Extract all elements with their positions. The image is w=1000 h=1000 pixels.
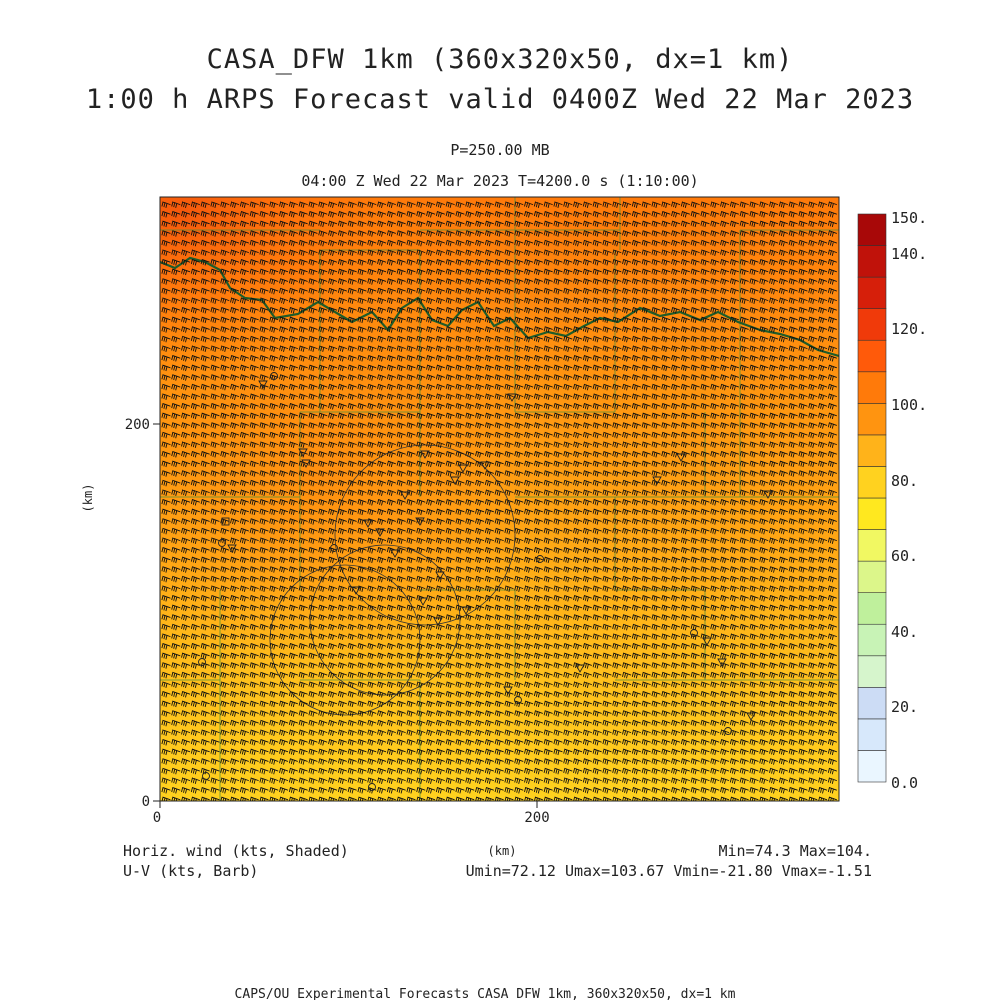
colorbar-labels: 0.0 20. 40. 60. 80. 100. 120. 140. 150. bbox=[891, 209, 927, 792]
x-tick-200: 200 bbox=[524, 810, 549, 826]
colorbar-swatch bbox=[857, 245, 887, 278]
x-tick-0: 0 bbox=[153, 810, 161, 826]
colorbar-swatch bbox=[857, 623, 887, 657]
colorbar-label-120: 120. bbox=[891, 320, 927, 338]
colorbar-swatch bbox=[857, 750, 887, 783]
colorbar-swatch bbox=[857, 718, 887, 751]
plot-title-line1: CASA_DFW 1km (360x320x50, dx=1 km) bbox=[206, 44, 794, 75]
colorbar-label-80: 80. bbox=[891, 472, 918, 490]
colorbar-label-140: 140. bbox=[891, 245, 927, 263]
colorbar-swatch bbox=[857, 497, 887, 530]
y-tick-200: 200 bbox=[125, 417, 150, 433]
map-frame bbox=[159, 196, 840, 802]
valid-time-label: 04:00 Z Wed 22 Mar 2023 T=4200.0 s (1:10… bbox=[301, 172, 699, 190]
colorbar-swatch bbox=[857, 655, 887, 688]
y-axis-unit: (km) bbox=[81, 484, 95, 513]
colorbar-swatch bbox=[857, 434, 887, 467]
uv-statistics: Umin=72.12 Umax=103.67 Vmin=-21.80 Vmax=… bbox=[466, 862, 872, 880]
colorbar-swatch bbox=[857, 213, 887, 246]
vector-description: U-V (kts, Barb) bbox=[123, 862, 258, 880]
colorbar-label-20: 20. bbox=[891, 698, 918, 716]
colorbar bbox=[857, 213, 887, 783]
colorbar-label-40: 40. bbox=[891, 623, 918, 641]
colorbar-swatch bbox=[857, 687, 887, 720]
field-minmax: Min=74.3 Max=104. bbox=[718, 842, 872, 860]
wind-speed-shading bbox=[160, 197, 839, 801]
colorbar-label-100: 100. bbox=[891, 396, 927, 414]
axis-ticks bbox=[153, 423, 538, 808]
colorbar-label-60: 60. bbox=[891, 547, 918, 565]
station-markers bbox=[198, 372, 773, 791]
field-description: Horiz. wind (kts, Shaded) bbox=[123, 842, 349, 860]
credit-line: CAPS/OU Experimental Forecasts CASA DFW … bbox=[235, 987, 736, 1000]
plot-title-line2: 1:00 h ARPS Forecast valid 0400Z Wed 22 … bbox=[85, 84, 915, 115]
colorbar-swatch bbox=[857, 308, 887, 341]
colorbar-swatch bbox=[857, 529, 887, 562]
x-axis-unit: (km) bbox=[488, 844, 517, 858]
wind-barbs bbox=[161, 201, 837, 801]
pressure-level-label: P=250.00 MB bbox=[450, 141, 550, 159]
colorbar-swatch bbox=[857, 466, 887, 499]
colorbar-swatch bbox=[857, 339, 887, 373]
colorbar-label-150: 150. bbox=[891, 209, 927, 227]
colorbar-swatch bbox=[857, 371, 887, 404]
colorbar-swatch bbox=[857, 403, 887, 436]
colorbar-label-0: 0.0 bbox=[891, 774, 918, 792]
y-tick-0: 0 bbox=[142, 794, 150, 810]
colorbar-swatch bbox=[857, 592, 887, 625]
colorbar-swatch bbox=[857, 560, 887, 593]
colorbar-swatch bbox=[857, 276, 887, 309]
